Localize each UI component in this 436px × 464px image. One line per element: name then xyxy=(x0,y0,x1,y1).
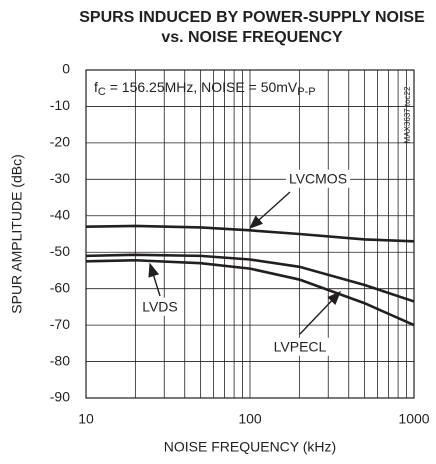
x-axis-label: NOISE FREQUENCY (kHz) xyxy=(164,439,336,455)
y-tick-label: -80 xyxy=(50,352,70,368)
y-tick-label: -30 xyxy=(50,170,70,186)
data-line xyxy=(85,258,415,327)
y-tick-label: -60 xyxy=(50,279,70,295)
y-tick-label: -90 xyxy=(50,389,70,405)
y-tick-label: -50 xyxy=(50,243,70,259)
y-tick-label: -70 xyxy=(50,316,70,332)
data-line xyxy=(85,253,415,303)
x-tick-label: 10 xyxy=(78,411,94,427)
arrow xyxy=(148,262,161,297)
arrow xyxy=(299,290,341,335)
y-tick-label: -10 xyxy=(50,97,70,113)
arrow xyxy=(248,191,291,229)
y-tick-label: 0 xyxy=(62,61,70,77)
series-label-bg xyxy=(270,337,330,356)
x-tick-label: 1000 xyxy=(398,411,429,427)
series-label-bg xyxy=(285,169,351,188)
annotation-part: = 156.25MHz, NOISE = 50mV xyxy=(106,79,298,95)
series-label: LVCMOS xyxy=(289,171,347,187)
side-note: MAX3637 toc22 xyxy=(403,86,412,143)
annotation-bg xyxy=(90,78,390,98)
chart-title: SPURS INDUCED BY POWER-SUPPLY NOISE xyxy=(79,9,425,26)
annotation-part: f xyxy=(94,79,98,95)
chart-title: vs. NOISE FREQUENCY xyxy=(161,29,343,46)
data-line xyxy=(85,224,415,243)
annotation-sub: P-P xyxy=(297,86,315,98)
series-label-bg xyxy=(139,297,181,316)
y-tick-label: -40 xyxy=(50,206,70,222)
series-label: LVDS xyxy=(142,299,178,315)
y-axis-label: SPUR AMPLITUDE (dBc) xyxy=(9,154,25,313)
y-tick-label: -20 xyxy=(50,134,70,150)
x-tick-label: 100 xyxy=(238,411,262,427)
annotation-sub: C xyxy=(98,86,106,98)
series-label: LVPECL xyxy=(274,339,327,355)
